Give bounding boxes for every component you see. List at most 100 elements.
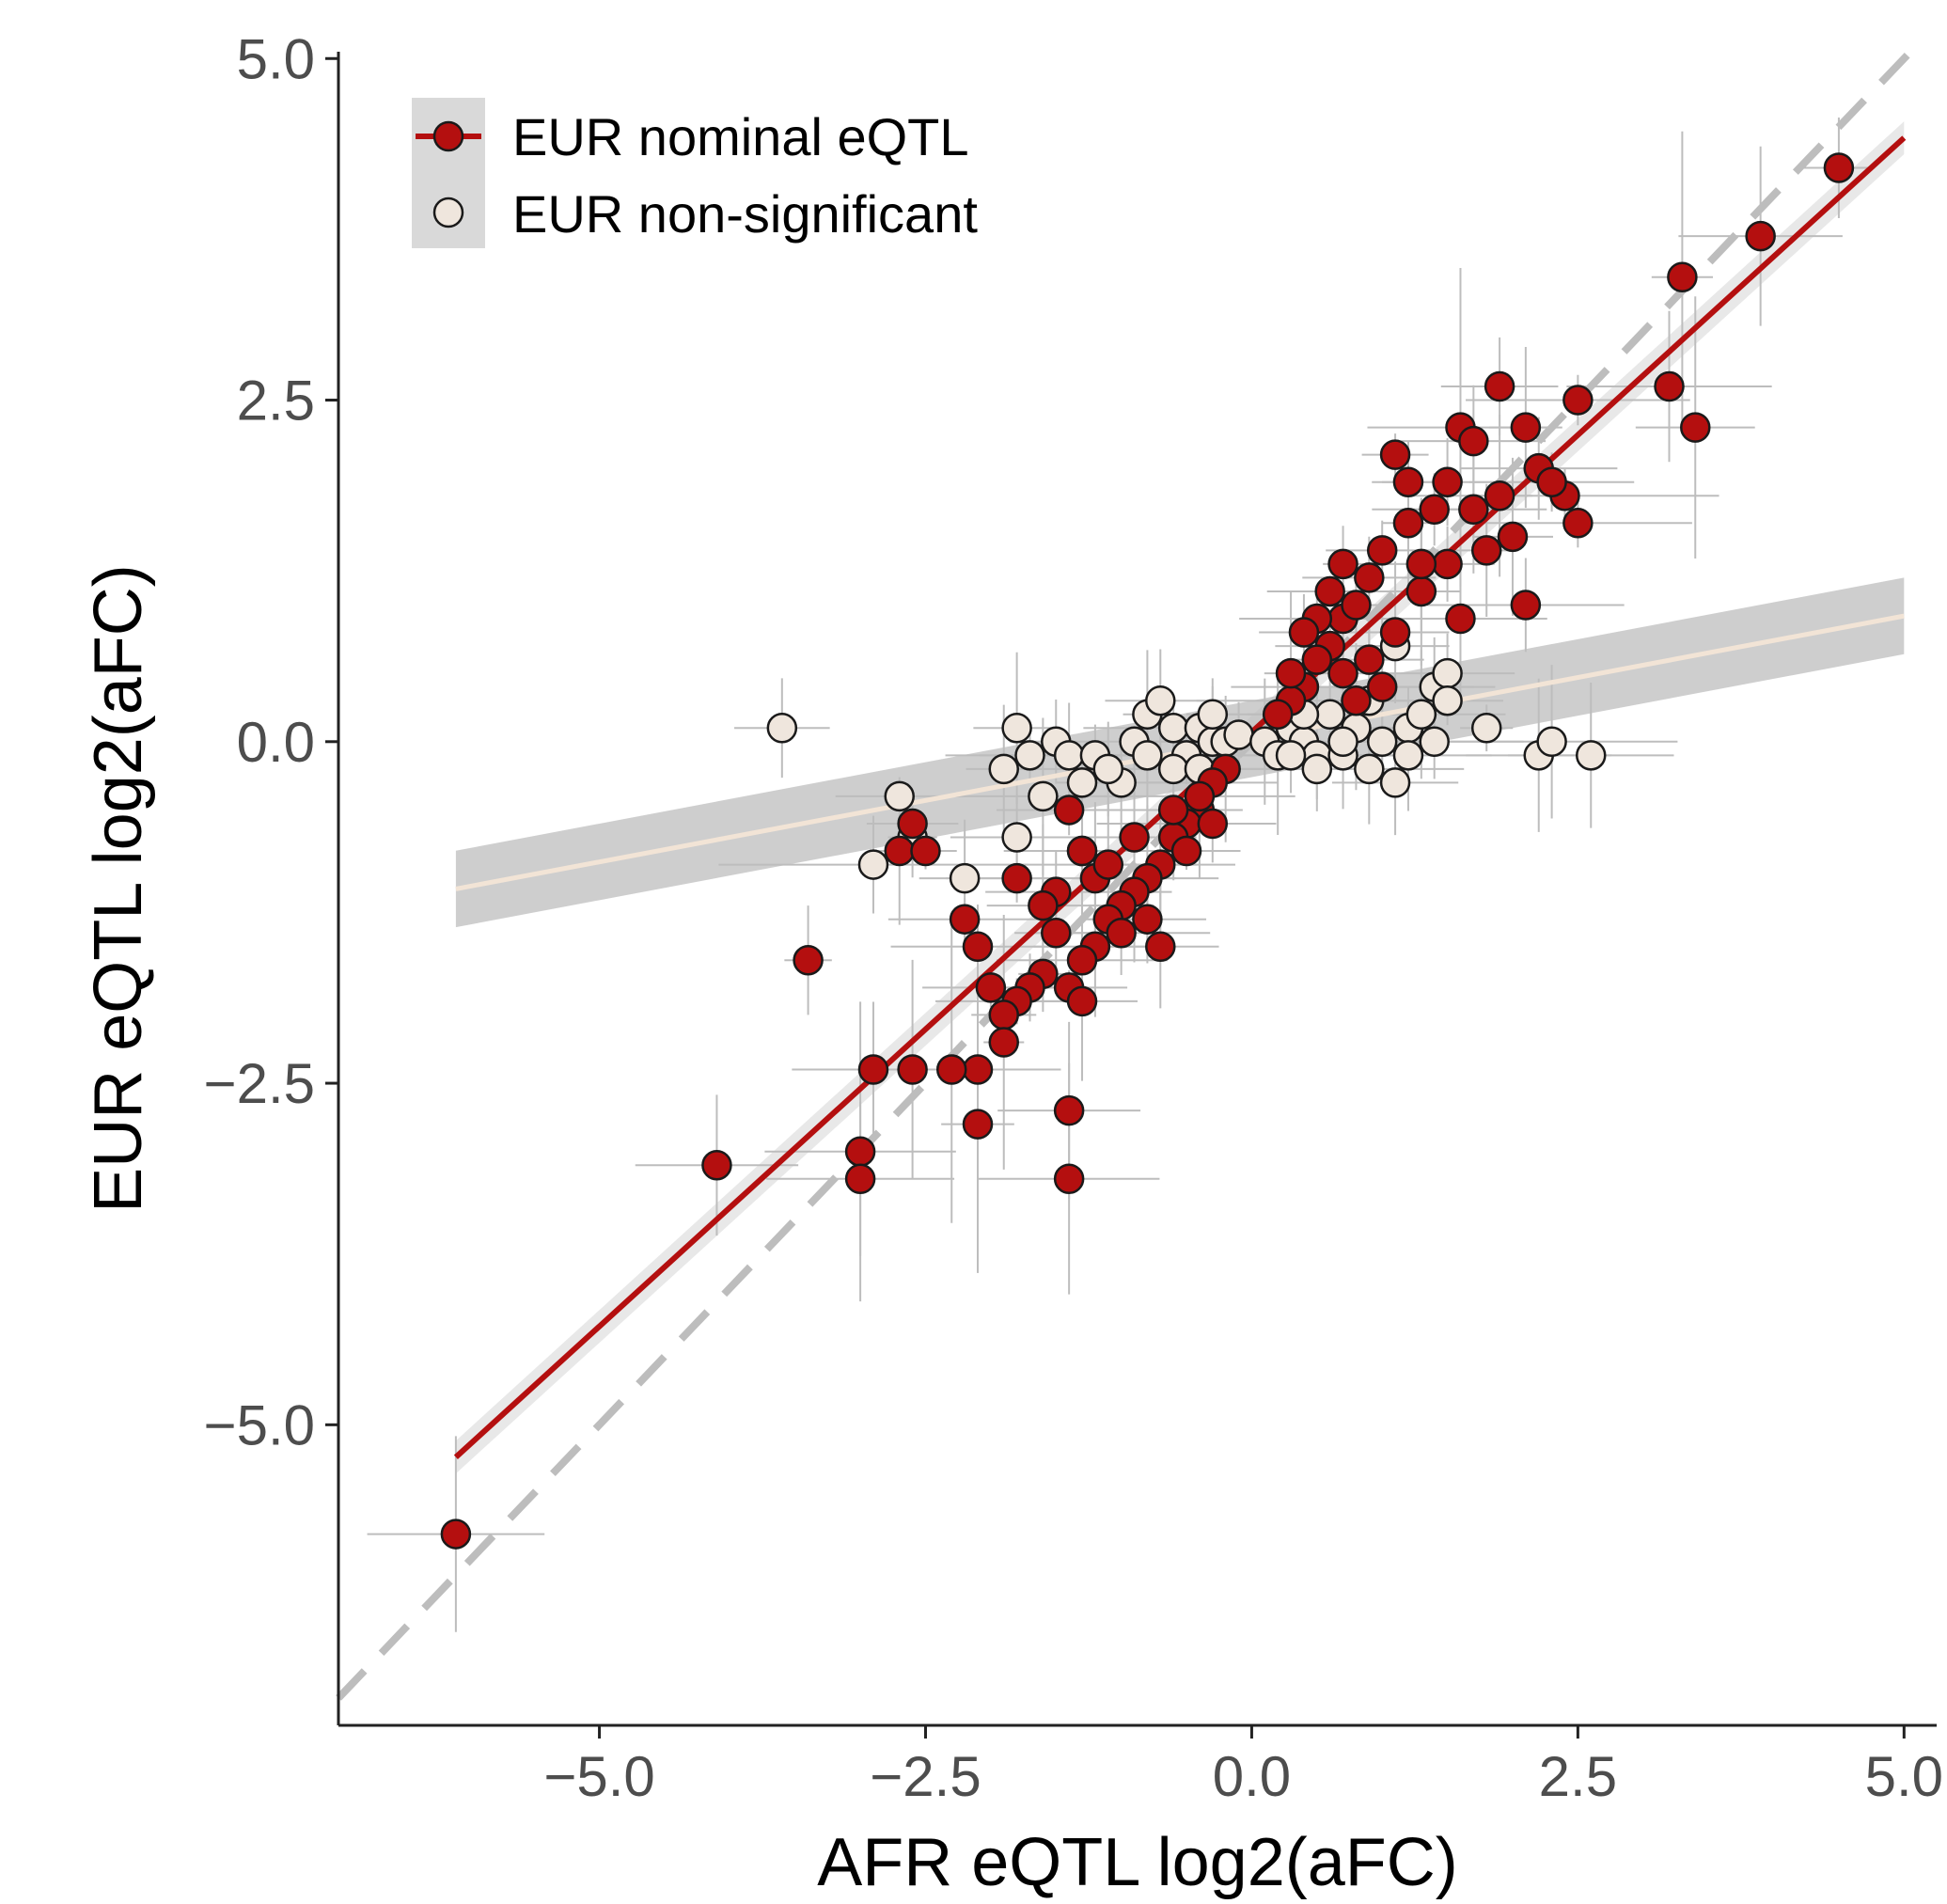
data-point-nominal bbox=[857, 1054, 889, 1085]
data-point-nominal bbox=[975, 972, 1007, 1003]
data-point-nominal bbox=[962, 931, 994, 963]
data-point-nominal bbox=[1667, 261, 1698, 293]
data-point-nominal bbox=[988, 999, 1020, 1031]
data-point-nonsignificant bbox=[1053, 740, 1085, 771]
data-point-nominal bbox=[1327, 657, 1358, 689]
data-point-nominal bbox=[1497, 521, 1529, 553]
legend-key-marker-nonsignificant bbox=[432, 197, 464, 228]
data-point-nonsignificant bbox=[1028, 780, 1059, 812]
data-point-nominal bbox=[1170, 835, 1202, 867]
data-point-nominal bbox=[440, 1518, 472, 1550]
data-point-nominal bbox=[1354, 562, 1385, 593]
data-point-nonsignificant bbox=[1432, 684, 1463, 716]
data-point-nonsignificant bbox=[1275, 740, 1307, 771]
x-tick-label: 0.0 bbox=[1213, 1745, 1291, 1808]
data-point-nominal bbox=[1288, 617, 1320, 648]
data-point-nonsignificant bbox=[884, 780, 915, 812]
data-point-nominal bbox=[910, 835, 941, 867]
data-point-nominal bbox=[1432, 548, 1463, 580]
data-point-nonsignificant bbox=[1301, 753, 1333, 785]
data-point-nominal bbox=[1197, 808, 1229, 840]
data-point-nominal bbox=[1510, 590, 1542, 621]
data-point-nominal bbox=[962, 1109, 994, 1140]
legend-key-marker-nominal bbox=[432, 120, 464, 152]
data-point-nominal bbox=[1341, 684, 1372, 716]
data-point-nominal bbox=[1484, 480, 1515, 511]
data-point-nominal bbox=[1405, 548, 1437, 580]
data-point-nominal bbox=[844, 1163, 876, 1195]
data-point-nominal bbox=[1562, 508, 1594, 539]
y-tick-label: −2.5 bbox=[204, 1052, 315, 1115]
data-point-nonsignificant bbox=[1145, 684, 1176, 716]
axis-ticks: −5.0 −2.5 0.0 2.5 5.0 −5.0 −2.5 0.0 2.5 5.0 bbox=[204, 27, 1943, 1808]
data-point-nonsignificant bbox=[1419, 726, 1450, 758]
data-point-nominal bbox=[1654, 370, 1685, 402]
data-point-nominal bbox=[793, 945, 824, 976]
data-point-nominal bbox=[1405, 575, 1437, 607]
y-axis-title: EUR eQTL log2(aFC) bbox=[81, 564, 156, 1213]
x-tick-label: 2.5 bbox=[1539, 1745, 1617, 1808]
data-point-nonsignificant bbox=[857, 849, 889, 880]
legend: EUR nominal eQTL EUR non-significant bbox=[412, 98, 978, 248]
legend-label-nonsignificant: EUR non-significant bbox=[512, 184, 978, 244]
data-point-nominal bbox=[1366, 535, 1398, 566]
data-point-nominal bbox=[844, 1136, 876, 1167]
data-point-nominal bbox=[1745, 220, 1776, 252]
data-point-nonsignificant bbox=[1405, 699, 1437, 730]
data-point-nominal bbox=[1314, 575, 1345, 607]
data-point-nominal bbox=[1341, 590, 1372, 621]
data-point-nonsignificant bbox=[1392, 740, 1424, 771]
data-point-nominal bbox=[949, 904, 981, 935]
data-point-nominal bbox=[1432, 466, 1463, 497]
data-point-nominal bbox=[1041, 917, 1072, 949]
data-point-nominal bbox=[1053, 1163, 1085, 1195]
data-point-nominal bbox=[884, 835, 915, 867]
data-point-nominal bbox=[1379, 439, 1411, 470]
data-point-nonsignificant bbox=[1366, 726, 1398, 758]
data-point-nonsignificant bbox=[1197, 699, 1229, 730]
data-point-nominal bbox=[1066, 835, 1098, 867]
data-point-nominal bbox=[1053, 1094, 1085, 1126]
data-point-nominal bbox=[1458, 425, 1489, 457]
data-point-nominal bbox=[1562, 385, 1594, 416]
data-point-nominal bbox=[1066, 985, 1098, 1017]
data-point-nonsignificant bbox=[1157, 713, 1189, 744]
data-point-nonsignificant bbox=[1014, 740, 1045, 771]
data-point-nominal bbox=[1392, 508, 1424, 539]
data-point-nonsignificant bbox=[1327, 726, 1358, 758]
data-point-nominal bbox=[1366, 671, 1398, 702]
data-point-nominal bbox=[1184, 780, 1216, 812]
data-point-nonsignificant bbox=[1575, 740, 1607, 771]
data-point-nonsignificant bbox=[1092, 753, 1124, 785]
data-point-nominal bbox=[1132, 904, 1163, 935]
data-point-nonsignificant bbox=[1470, 713, 1502, 744]
data-point-nonsignificant bbox=[1432, 657, 1463, 689]
data-point-nominal bbox=[1157, 795, 1189, 826]
data-point-nonsignificant bbox=[1379, 767, 1411, 798]
data-points bbox=[440, 152, 1855, 1550]
data-point-nominal bbox=[1823, 152, 1855, 183]
data-point-nominal bbox=[1445, 603, 1476, 635]
data-point-nominal bbox=[1106, 917, 1137, 949]
data-point-nonsignificant bbox=[1132, 740, 1163, 771]
data-point-nominal bbox=[1484, 370, 1515, 402]
data-point-nominal bbox=[1145, 931, 1176, 963]
data-point-nonsignificant bbox=[1314, 699, 1345, 730]
data-point-nominal bbox=[935, 1054, 967, 1085]
data-point-nominal bbox=[1053, 795, 1085, 826]
data-point-nonsignificant bbox=[1001, 713, 1032, 744]
data-point-nonsignificant bbox=[1354, 753, 1385, 785]
data-point-nominal bbox=[1510, 412, 1542, 443]
data-point-nominal bbox=[1327, 548, 1358, 580]
data-point-nonsignificant bbox=[1066, 767, 1098, 798]
data-point-nominal bbox=[1419, 494, 1450, 526]
data-point-nonsignificant bbox=[1223, 719, 1254, 750]
data-point-nonsignificant bbox=[1536, 726, 1567, 758]
data-point-nominal bbox=[701, 1149, 732, 1181]
data-point-nominal bbox=[988, 1027, 1020, 1058]
data-point-nominal bbox=[962, 1054, 994, 1085]
data-point-nonsignificant bbox=[988, 753, 1020, 785]
data-point-nominal bbox=[1536, 466, 1567, 497]
data-point-nominal bbox=[1275, 657, 1307, 689]
